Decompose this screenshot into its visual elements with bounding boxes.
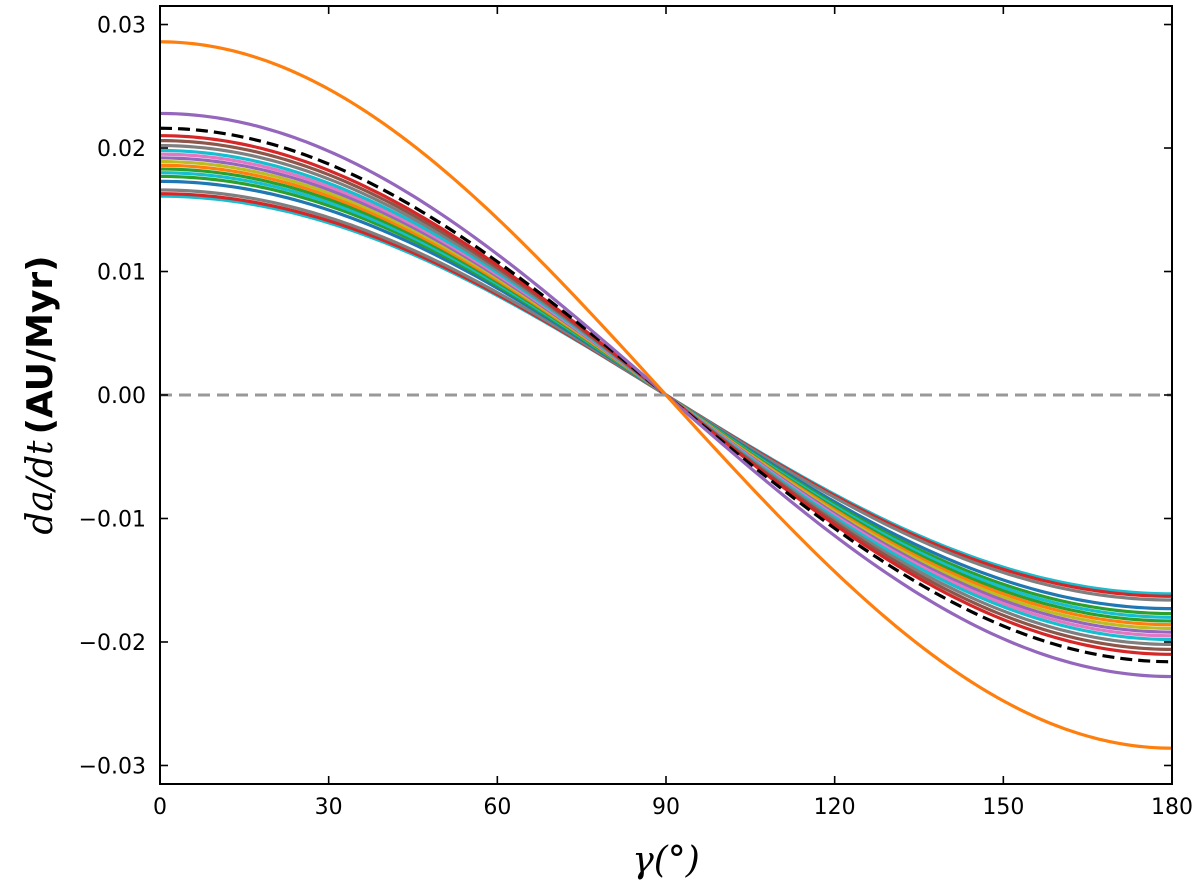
y-axis-label-unit: (AU/Myr) [20,255,61,434]
y-tick-label: −0.02 [79,631,146,656]
y-tick-label: 0.03 [97,14,146,39]
x-tick-label: 150 [982,795,1024,820]
y-axis-ticks: −0.03 −0.02 −0.01 0.00 0.01 0.02 0.03 [79,14,1172,779]
y-tick-label: −0.01 [79,507,146,532]
y-tick-label: −0.03 [79,754,146,779]
y-tick-label: 0.01 [97,261,146,286]
y-axis-label: da/dt (AU/Myr) [20,255,61,534]
x-axis-ticks: 0 30 60 90 120 150 180 [153,6,1193,820]
x-tick-label: 90 [652,795,680,820]
x-tick-label: 180 [1151,795,1193,820]
x-tick-label: 0 [153,795,167,820]
x-tick-label: 60 [483,795,511,820]
x-tick-label: 30 [315,795,343,820]
y-tick-label: 0.00 [97,384,146,409]
y-tick-label: 0.02 [97,137,146,162]
x-tick-label: 120 [814,795,856,820]
y-axis-label-math: da/dt [20,440,61,535]
x-axis-label: γ(°) [632,840,700,881]
